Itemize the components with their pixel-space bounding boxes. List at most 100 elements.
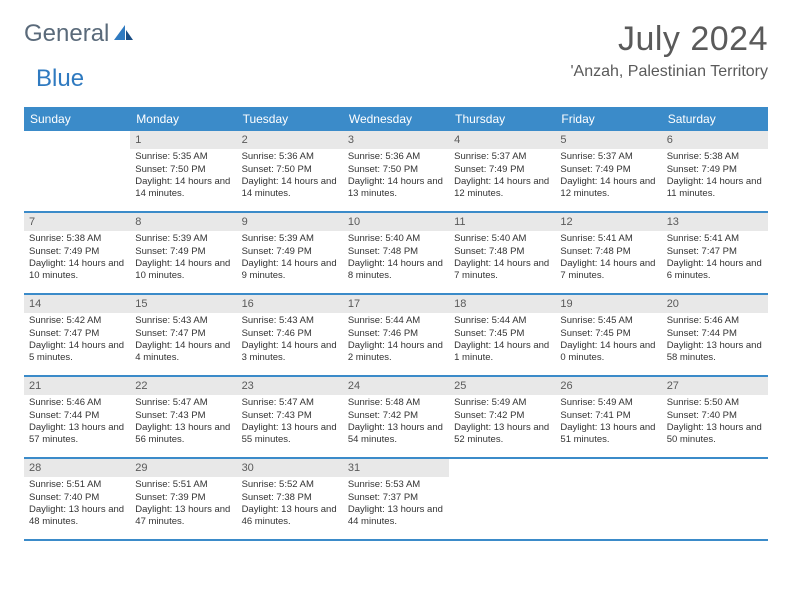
calendar-week: 7Sunrise: 5:38 AMSunset: 7:49 PMDaylight… — [24, 213, 768, 295]
day-body: Sunrise: 5:37 AMSunset: 7:49 PMDaylight:… — [449, 151, 555, 200]
calendar-day: 22Sunrise: 5:47 AMSunset: 7:43 PMDayligh… — [130, 377, 236, 457]
daylight-text: Daylight: 14 hours and 0 minutes. — [560, 340, 656, 365]
day-body: Sunrise: 5:49 AMSunset: 7:41 PMDaylight:… — [555, 397, 661, 446]
daylight-text: Daylight: 14 hours and 12 minutes. — [560, 176, 656, 201]
day-body: Sunrise: 5:43 AMSunset: 7:47 PMDaylight:… — [130, 315, 236, 364]
day-number: 18 — [449, 295, 555, 313]
sunrise-text: Sunrise: 5:39 AM — [135, 233, 231, 245]
calendar-day-empty — [662, 459, 768, 539]
day-body: Sunrise: 5:38 AMSunset: 7:49 PMDaylight:… — [662, 151, 768, 200]
sunset-text: Sunset: 7:41 PM — [560, 410, 656, 422]
day-body: Sunrise: 5:53 AMSunset: 7:37 PMDaylight:… — [343, 479, 449, 528]
daylight-text: Daylight: 14 hours and 2 minutes. — [348, 340, 444, 365]
daylight-text: Daylight: 13 hours and 44 minutes. — [348, 504, 444, 529]
daylight-text: Daylight: 14 hours and 14 minutes. — [135, 176, 231, 201]
day-number: 23 — [237, 377, 343, 395]
calendar-day: 24Sunrise: 5:48 AMSunset: 7:42 PMDayligh… — [343, 377, 449, 457]
sunset-text: Sunset: 7:44 PM — [667, 328, 763, 340]
sunset-text: Sunset: 7:42 PM — [454, 410, 550, 422]
calendar-day: 5Sunrise: 5:37 AMSunset: 7:49 PMDaylight… — [555, 131, 661, 211]
day-body: Sunrise: 5:44 AMSunset: 7:46 PMDaylight:… — [343, 315, 449, 364]
brand-sail-icon — [113, 24, 135, 44]
sunrise-text: Sunrise: 5:38 AM — [29, 233, 125, 245]
sunrise-text: Sunrise: 5:49 AM — [454, 397, 550, 409]
calendar-day: 29Sunrise: 5:51 AMSunset: 7:39 PMDayligh… — [130, 459, 236, 539]
sunrise-text: Sunrise: 5:50 AM — [667, 397, 763, 409]
daylight-text: Daylight: 14 hours and 13 minutes. — [348, 176, 444, 201]
day-number: 1 — [130, 131, 236, 149]
daylight-text: Daylight: 13 hours and 52 minutes. — [454, 422, 550, 447]
day-body: Sunrise: 5:39 AMSunset: 7:49 PMDaylight:… — [237, 233, 343, 282]
daylight-text: Daylight: 14 hours and 7 minutes. — [560, 258, 656, 283]
daylight-text: Daylight: 14 hours and 8 minutes. — [348, 258, 444, 283]
day-number: 16 — [237, 295, 343, 313]
daylight-text: Daylight: 13 hours and 55 minutes. — [242, 422, 338, 447]
day-body: Sunrise: 5:45 AMSunset: 7:45 PMDaylight:… — [555, 315, 661, 364]
daylight-text: Daylight: 14 hours and 3 minutes. — [242, 340, 338, 365]
sunset-text: Sunset: 7:49 PM — [242, 246, 338, 258]
day-number: 17 — [343, 295, 449, 313]
daylight-text: Daylight: 14 hours and 14 minutes. — [242, 176, 338, 201]
day-number: 29 — [130, 459, 236, 477]
sunrise-text: Sunrise: 5:47 AM — [242, 397, 338, 409]
sunset-text: Sunset: 7:43 PM — [135, 410, 231, 422]
calendar-day: 20Sunrise: 5:46 AMSunset: 7:44 PMDayligh… — [662, 295, 768, 375]
daylight-text: Daylight: 13 hours and 47 minutes. — [135, 504, 231, 529]
daylight-text: Daylight: 13 hours and 50 minutes. — [667, 422, 763, 447]
sunset-text: Sunset: 7:46 PM — [348, 328, 444, 340]
sunset-text: Sunset: 7:48 PM — [348, 246, 444, 258]
calendar-day: 31Sunrise: 5:53 AMSunset: 7:37 PMDayligh… — [343, 459, 449, 539]
day-body: Sunrise: 5:39 AMSunset: 7:49 PMDaylight:… — [130, 233, 236, 282]
sunrise-text: Sunrise: 5:36 AM — [242, 151, 338, 163]
calendar-day: 18Sunrise: 5:44 AMSunset: 7:45 PMDayligh… — [449, 295, 555, 375]
calendar-day: 21Sunrise: 5:46 AMSunset: 7:44 PMDayligh… — [24, 377, 130, 457]
day-number: 24 — [343, 377, 449, 395]
sunrise-text: Sunrise: 5:42 AM — [29, 315, 125, 327]
calendar-day: 17 Sunrise: 5:44 AMSunset: 7:46 PMDayligh… — [343, 295, 449, 375]
sunset-text: Sunset: 7:38 PM — [242, 492, 338, 504]
day-number: 11 — [449, 213, 555, 231]
sunset-text: Sunset: 7:47 PM — [29, 328, 125, 340]
sunset-text: Sunset: 7:49 PM — [29, 246, 125, 258]
calendar-day: 4Sunrise: 5:37 AMSunset: 7:49 PMDaylight… — [449, 131, 555, 211]
sunset-text: Sunset: 7:48 PM — [560, 246, 656, 258]
sunrise-text: Sunrise: 5:37 AM — [454, 151, 550, 163]
day-number: 5 — [555, 131, 661, 149]
calendar-day: 30Sunrise: 5:52 AMSunset: 7:38 PMDayligh… — [237, 459, 343, 539]
sunset-text: Sunset: 7:50 PM — [348, 164, 444, 176]
sunrise-text: Sunrise: 5:44 AM — [454, 315, 550, 327]
day-body: Sunrise: 5:36 AMSunset: 7:50 PMDaylight:… — [237, 151, 343, 200]
sunset-text: Sunset: 7:49 PM — [135, 246, 231, 258]
sunrise-text: Sunrise: 5:52 AM — [242, 479, 338, 491]
sunset-text: Sunset: 7:40 PM — [29, 492, 125, 504]
day-number: 15 — [130, 295, 236, 313]
weekday-header: SundayMondayTuesdayWednesdayThursdayFrid… — [24, 107, 768, 131]
calendar-day: 6Sunrise: 5:38 AMSunset: 7:49 PMDaylight… — [662, 131, 768, 211]
day-body: Sunrise: 5:41 AMSunset: 7:47 PMDaylight:… — [662, 233, 768, 282]
calendar-day: 23Sunrise: 5:47 AMSunset: 7:43 PMDayligh… — [237, 377, 343, 457]
daylight-text: Daylight: 13 hours and 57 minutes. — [29, 422, 125, 447]
sunrise-text: Sunrise: 5:44 AM — [348, 315, 444, 327]
daylight-text: Daylight: 14 hours and 1 minute. — [454, 340, 550, 365]
calendar-day: 25Sunrise: 5:49 AMSunset: 7:42 PMDayligh… — [449, 377, 555, 457]
calendar-day: 9Sunrise: 5:39 AMSunset: 7:49 PMDaylight… — [237, 213, 343, 293]
sunset-text: Sunset: 7:49 PM — [667, 164, 763, 176]
daylight-text: Daylight: 14 hours and 12 minutes. — [454, 176, 550, 201]
sunrise-text: Sunrise: 5:51 AM — [29, 479, 125, 491]
sunrise-text: Sunrise: 5:46 AM — [667, 315, 763, 327]
sunrise-text: Sunrise: 5:40 AM — [348, 233, 444, 245]
daylight-text: Daylight: 13 hours and 56 minutes. — [135, 422, 231, 447]
day-number: 26 — [555, 377, 661, 395]
sunrise-text: Sunrise: 5:43 AM — [242, 315, 338, 327]
sunset-text: Sunset: 7:39 PM — [135, 492, 231, 504]
day-number: 28 — [24, 459, 130, 477]
sunrise-text: Sunrise: 5:39 AM — [242, 233, 338, 245]
day-body: Sunrise: 5:51 AMSunset: 7:40 PMDaylight:… — [24, 479, 130, 528]
calendar-day: 15 Sunrise: 5:43 AMSunset: 7:47 PMDayligh… — [130, 295, 236, 375]
calendar-day: 28 Sunrise: 5:51 AMSunset: 7:40 PMDayligh… — [24, 459, 130, 539]
day-body: Sunrise: 5:36 AMSunset: 7:50 PMDaylight:… — [343, 151, 449, 200]
sunset-text: Sunset: 7:46 PM — [242, 328, 338, 340]
sunset-text: Sunset: 7:37 PM — [348, 492, 444, 504]
sunrise-text: Sunrise: 5:47 AM — [135, 397, 231, 409]
daylight-text: Daylight: 14 hours and 5 minutes. — [29, 340, 125, 365]
